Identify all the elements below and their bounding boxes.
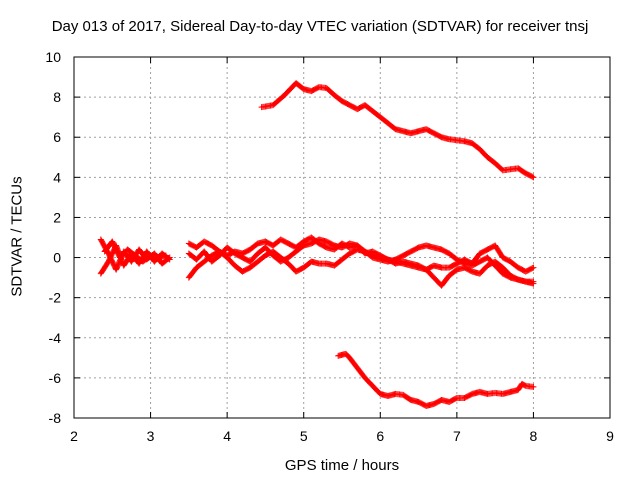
x-tick-label: 2 xyxy=(70,428,78,444)
data-point-marker xyxy=(530,264,537,271)
y-tick-label: -8 xyxy=(49,410,62,426)
y-tick-label: -4 xyxy=(49,330,62,346)
y-tick-label: 10 xyxy=(45,49,61,65)
x-tick-label: 7 xyxy=(453,428,461,444)
grid-layer xyxy=(74,57,610,418)
x-axis-label: GPS time / hours xyxy=(284,457,400,474)
data-point-marker xyxy=(529,265,536,272)
tick-layer: 2 3 4 5 6 7 8 9 -8 -6 -4 -2 0 2 4 6 8 10 xyxy=(45,49,614,444)
data-point-marker xyxy=(165,255,172,262)
data-point-marker xyxy=(529,173,536,180)
y-tick-label: -6 xyxy=(49,370,62,386)
x-tick-label: 8 xyxy=(530,428,538,444)
x-tick-label: 3 xyxy=(147,428,155,444)
x-tick-label: 5 xyxy=(300,428,308,444)
y-tick-label: 6 xyxy=(53,129,61,145)
x-tick-label: 4 xyxy=(223,428,231,444)
y-tick-label: -2 xyxy=(49,290,62,306)
data-point-marker xyxy=(530,278,537,285)
points-layer xyxy=(97,80,537,409)
plot-frame xyxy=(73,56,611,419)
y-tick-label: 8 xyxy=(53,89,61,105)
data-point-marker xyxy=(530,383,537,390)
data-point-marker xyxy=(162,252,169,259)
y-tick-label: 4 xyxy=(53,169,61,185)
y-tick-label: 0 xyxy=(53,250,61,266)
chart-title: Day 013 of 2017, Sidereal Day-to-day VTE… xyxy=(51,18,589,35)
y-tick-label: 2 xyxy=(53,209,61,225)
data-point-marker xyxy=(530,174,537,181)
x-tick-label: 9 xyxy=(606,428,614,444)
y-axis-label: SDTVAR / TECUs xyxy=(8,176,26,297)
x-tick-label: 6 xyxy=(376,428,384,444)
data-point-marker xyxy=(166,256,173,263)
